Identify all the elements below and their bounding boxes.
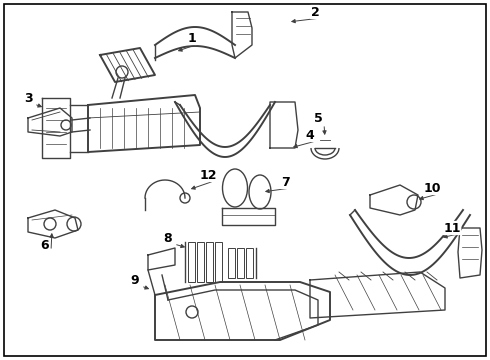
Bar bbox=[215, 242, 222, 282]
Text: 11: 11 bbox=[443, 221, 461, 234]
Bar bbox=[197, 242, 204, 282]
Text: 2: 2 bbox=[311, 5, 319, 18]
Text: 10: 10 bbox=[423, 181, 441, 194]
Text: 12: 12 bbox=[199, 168, 217, 181]
Bar bbox=[228, 248, 235, 278]
Text: 6: 6 bbox=[41, 239, 49, 252]
Text: 1: 1 bbox=[188, 32, 196, 45]
Bar bbox=[206, 242, 213, 282]
Text: 7: 7 bbox=[281, 176, 290, 189]
Bar bbox=[237, 248, 244, 278]
Text: 8: 8 bbox=[164, 231, 172, 244]
Text: 4: 4 bbox=[306, 129, 315, 141]
Text: 3: 3 bbox=[24, 91, 32, 104]
Text: 5: 5 bbox=[314, 112, 322, 125]
Bar bbox=[188, 242, 195, 282]
Bar bbox=[246, 248, 253, 278]
Text: 9: 9 bbox=[131, 274, 139, 287]
